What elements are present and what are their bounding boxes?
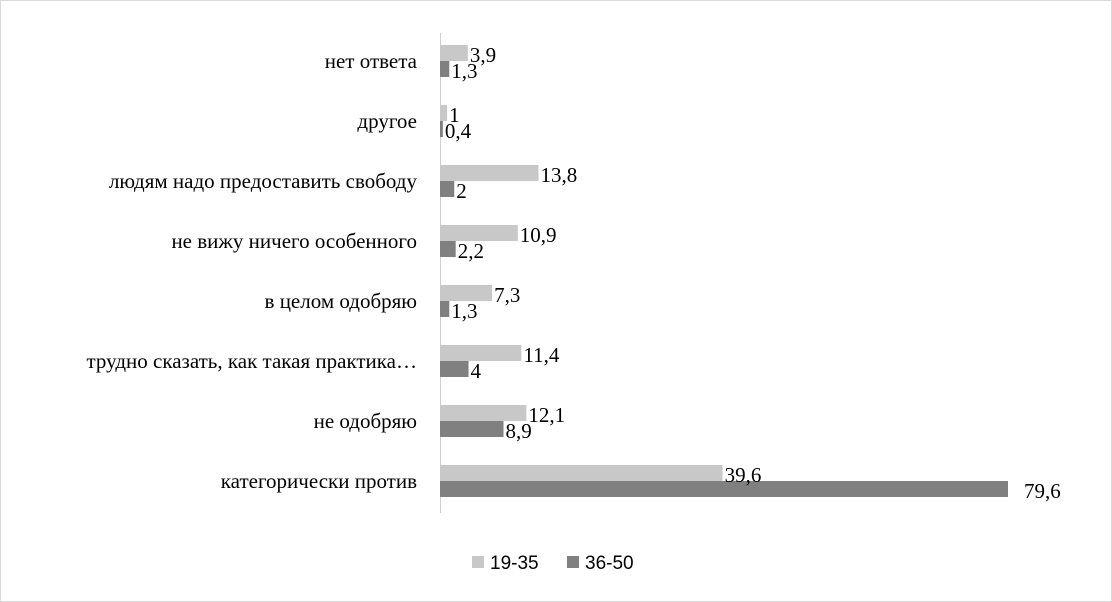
bar-19-35 (440, 345, 522, 361)
legend-swatch-36-50 (567, 556, 579, 568)
data-label: 1 (449, 103, 460, 127)
bar-19-35 (440, 225, 518, 241)
data-label: 12,1 (528, 403, 565, 427)
data-label: 3,9 (470, 43, 496, 67)
bar-36-50 (440, 241, 456, 257)
data-label: 79,6 (1024, 479, 1061, 503)
data-label: 10,9 (520, 223, 557, 247)
data-label: 7,3 (494, 283, 520, 307)
data-label: 4 (471, 359, 482, 383)
category-label: не одобряю (314, 409, 417, 433)
bar-36-50 (440, 481, 1008, 497)
legend-entry-36-50: 36-50 (585, 553, 634, 574)
bar-19-35 (440, 285, 493, 301)
data-label: 1,3 (451, 299, 477, 323)
bar-36-50 (440, 421, 504, 437)
data-label: 13,8 (540, 163, 577, 187)
bar-19-35 (440, 165, 539, 181)
bar-36-50 (440, 301, 450, 317)
bar-19-35 (440, 405, 527, 421)
legend-entry-19-35: 19-35 (490, 553, 539, 574)
category-label: категорически против (221, 469, 417, 493)
category-label: другое (357, 109, 417, 133)
data-label: 8,9 (506, 419, 532, 443)
bar-36-50 (440, 121, 443, 137)
category-label: не вижу ничего особенного (171, 229, 417, 253)
bar-19-35 (440, 45, 468, 61)
bar-36-50 (440, 361, 469, 377)
category-label: людям надо предоставить свободу (109, 169, 418, 193)
data-label: 39,6 (725, 463, 762, 487)
category-label: трудно сказать, как такая практика… (87, 349, 418, 373)
bar-36-50 (440, 61, 450, 77)
data-label: 0,4 (445, 119, 472, 143)
bar-19-35 (440, 465, 723, 481)
category-label: нет ответа (325, 49, 418, 73)
data-label: 11,4 (523, 343, 559, 367)
category-label: в целом одобряю (265, 289, 417, 313)
bar-19-35 (440, 105, 448, 121)
bar-36-50 (440, 181, 455, 197)
data-label: 1,3 (451, 59, 477, 83)
legend-swatch-19-35 (472, 556, 484, 568)
data-label: 2,2 (458, 239, 484, 263)
data-label: 2 (456, 179, 467, 203)
